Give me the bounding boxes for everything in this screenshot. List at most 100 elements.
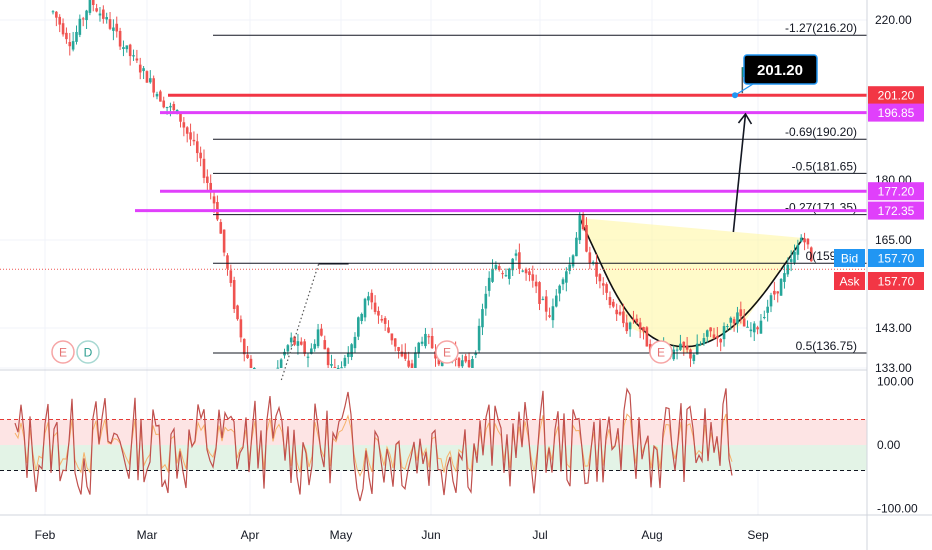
candle-body-81 [323,340,327,350]
callout-pointer [734,83,754,96]
candle-body-137 [511,258,514,271]
candle-body-41 [189,132,192,140]
candle-body-19 [115,23,119,32]
candle-body-26 [138,64,142,73]
candle-body-44 [199,152,202,159]
candle-body-47 [209,182,212,193]
candle-body-110 [420,341,424,344]
candle-body-171 [625,322,629,332]
candle-body-206 [742,318,746,327]
candle-body-75 [303,341,306,354]
candle-body-218 [783,273,786,282]
candle-body-194 [702,338,706,344]
candle-body-43 [195,141,199,154]
candle-body-97 [377,310,380,316]
candle-body-127 [477,325,481,351]
candle-body-157 [578,215,582,241]
candle-body-129 [484,293,488,309]
candle-body-160 [588,252,592,264]
candle-body-142 [528,271,531,275]
candle-body-193 [699,343,702,345]
candle-body-190 [689,349,692,359]
candle-body-162 [595,261,598,277]
chart-annotations: 201.20 E D E E [51,54,818,381]
candle-body-195 [705,330,709,337]
candle-body-87 [343,357,347,367]
candle-body-198 [716,336,719,339]
candle-body-38 [179,112,182,122]
candle-body-13 [95,8,98,12]
candle-body-121 [457,358,461,367]
event-marker-0 [51,340,75,364]
candle-body-0 [51,11,55,13]
projection-arrow-shaft [732,113,747,233]
candle-body-176 [642,327,645,332]
bid-price-box [868,249,924,267]
candle-body-14 [98,13,102,16]
candle-body-128 [481,309,484,328]
candle-body-107 [410,363,414,368]
candle-body-165 [605,284,608,293]
candle-body-155 [571,255,575,267]
osc-tick-1: 0.00 [877,438,901,452]
candle-body-191 [692,354,696,361]
candle-body-31 [155,93,159,97]
candle-body-175 [638,322,642,330]
candle-body-111 [424,333,427,347]
callout-box [743,54,818,85]
candle-body-170 [622,311,625,324]
candle-body-96 [373,302,377,312]
bid-price: 157.70 [878,252,915,266]
candle-body-158 [581,213,585,230]
oscillator-pane [0,369,867,502]
level-tag-text-2: 177.20 [878,185,915,199]
candle-body-200 [722,326,726,340]
ask-price: 157.70 [878,275,915,289]
fib-label-1: -0.69(190.20) [785,125,857,139]
candle-body-126 [474,353,478,356]
candle-body-95 [370,292,374,303]
candle-body-106 [407,360,410,367]
candle-body-156 [575,237,578,257]
candle-body-102 [393,338,397,347]
candle-body-141 [524,269,528,274]
candle-body-51 [222,229,226,253]
candle-body-7 [75,31,78,42]
candle-body-35 [169,105,172,108]
candle-body-185 [672,349,676,360]
fib-label-0: -1.27(216.20) [785,21,857,35]
candle-body-186 [675,349,679,351]
osc-tick-2: -100.00 [877,502,918,516]
candle-body-211 [759,320,763,334]
candle-body-214 [769,295,773,307]
osc-main-line [14,387,733,502]
candle-body-76 [306,356,310,358]
candle-body-104 [400,351,404,357]
candle-body-9 [81,18,85,20]
candle-body-122 [461,360,464,367]
candle-body-52 [226,255,229,269]
candle-body-71 [289,337,293,343]
candle-body-3 [61,23,65,35]
candle-body-28 [145,71,149,83]
candle-body-42 [192,139,196,142]
cup-fill [579,218,804,354]
event-marker-label-0: E [59,346,67,360]
candle-body-22 [125,45,129,50]
candle-body-113 [430,335,434,349]
bid-label: Bid [841,252,858,266]
candle-body-16 [105,17,108,20]
candle-body-73 [296,341,300,346]
candle-body-144 [534,281,538,287]
candle-body-139 [518,252,521,269]
candle-body-223 [799,237,803,242]
candle-body-209 [752,323,756,333]
candle-body-50 [219,222,223,234]
candle-body-219 [786,264,790,275]
bid-label-box [834,249,865,267]
time-tick-jun: Jun [421,528,440,542]
candle-body-98 [380,318,384,321]
candle-body-68 [279,359,283,368]
